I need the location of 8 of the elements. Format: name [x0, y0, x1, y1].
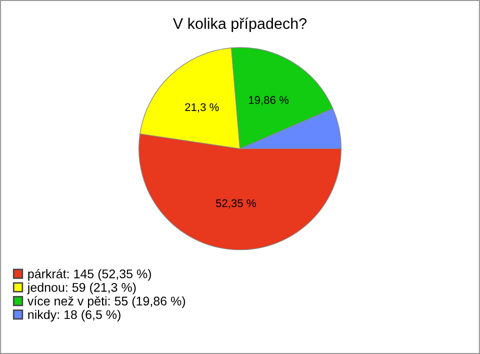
- legend-label: nikdy: 18 (6,5 %): [28, 310, 120, 322]
- legend-label: párkrát: 145 (52,35 %): [28, 268, 151, 281]
- chart-title: V kolika případech?: [172, 18, 307, 32]
- legend-label: jednou: 59 (21,3 %): [27, 282, 136, 294]
- data-label: 19,86 %: [248, 96, 289, 106]
- data-label: 52,35 %: [216, 199, 256, 208]
- data-label: 21,3 %: [185, 103, 219, 112]
- legend-label: více než v pěti: 55 (19,86 %): [27, 296, 186, 308]
